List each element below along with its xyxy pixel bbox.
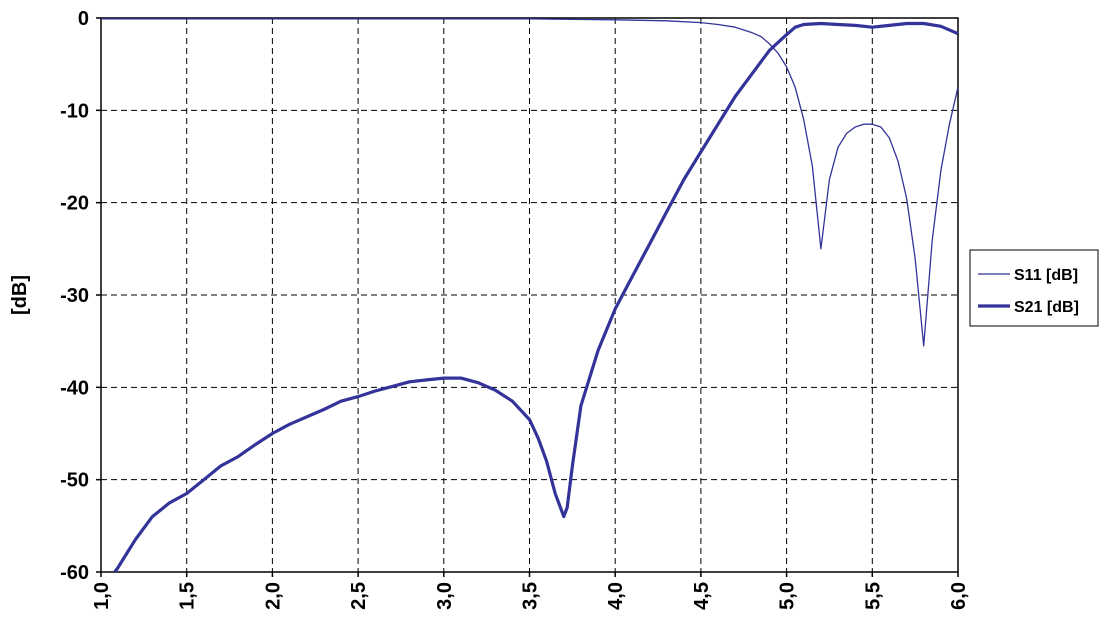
series-line-s21 bbox=[113, 21, 959, 573]
y-tick-label: -50 bbox=[60, 470, 89, 492]
x-tick-label: 1,5 bbox=[177, 582, 199, 610]
y-axis-tick-labels: 0 -10 -20 -30 -40 -50 -60 bbox=[60, 8, 101, 584]
x-tick-label: 3,5 bbox=[520, 582, 542, 610]
y-tick-label: -20 bbox=[60, 193, 89, 215]
x-axis-tick-labels: 1,0 1,5 2,0 2,5 3,0 3,5 4,0 4,5 5,0 5,5 6,0 bbox=[91, 572, 970, 610]
series-lines bbox=[101, 18, 959, 573]
x-tick-label: 6,0 bbox=[948, 582, 970, 610]
y-tick-label: -30 bbox=[60, 285, 89, 307]
y-tick-label: 0 bbox=[78, 8, 89, 30]
x-tick-label: 2,0 bbox=[262, 582, 284, 610]
legend-label-s21: S21 [dB] bbox=[1014, 299, 1079, 316]
legend: S11 [dB] S21 [dB] bbox=[969, 249, 1099, 327]
series-line-s11 bbox=[101, 18, 959, 347]
y-tick-label: -40 bbox=[60, 377, 89, 399]
x-tick-label: 1,0 bbox=[91, 582, 113, 610]
x-tick-label: 5,5 bbox=[862, 582, 884, 610]
grid-lines bbox=[101, 18, 958, 572]
y-tick-label: -60 bbox=[60, 562, 89, 584]
x-tick-label: 5,0 bbox=[777, 582, 799, 610]
legend-box bbox=[969, 249, 1099, 327]
x-tick-label: 3,0 bbox=[434, 582, 456, 610]
x-tick-label: 2,5 bbox=[348, 582, 370, 610]
x-tick-label: 4,0 bbox=[605, 582, 627, 610]
legend-label-s11: S11 [dB] bbox=[1014, 267, 1078, 284]
y-axis-label: [dB] bbox=[9, 275, 31, 315]
y-tick-label: -10 bbox=[60, 100, 89, 122]
x-tick-label: 4,5 bbox=[691, 582, 713, 610]
